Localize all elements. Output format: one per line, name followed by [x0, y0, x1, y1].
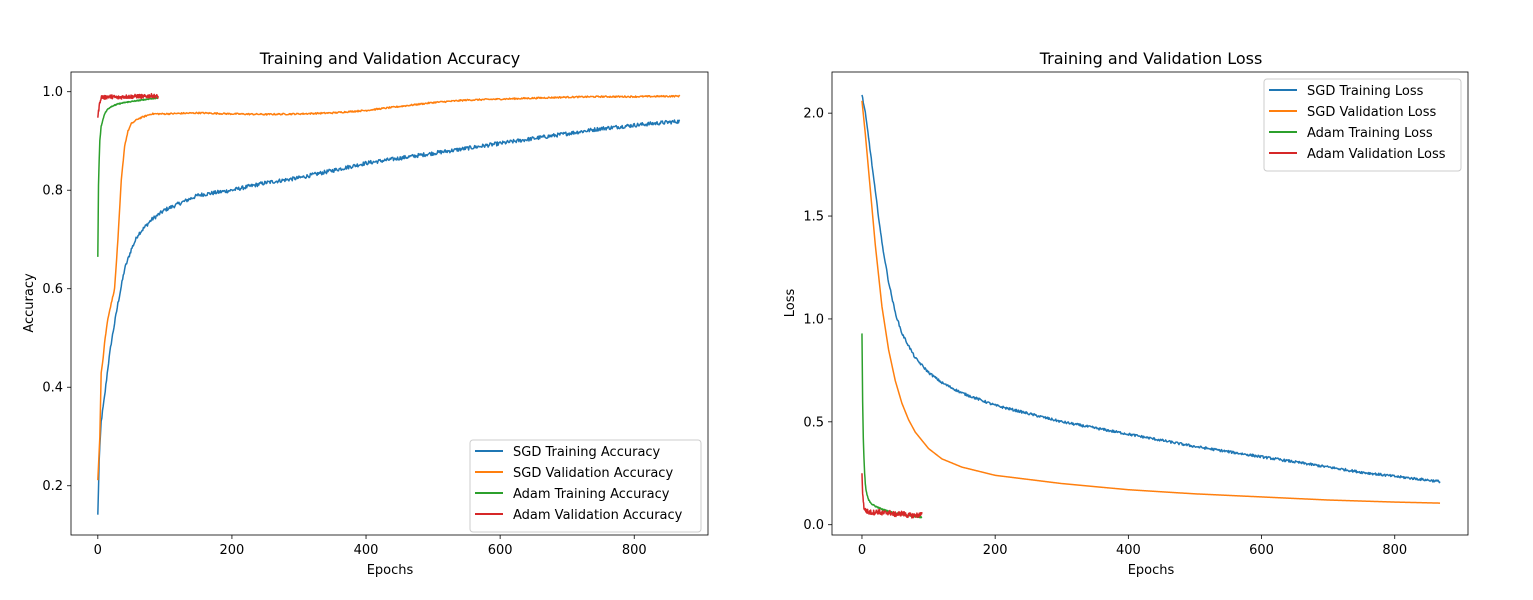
loss-legend-label: SGD Validation Loss — [1307, 105, 1437, 120]
loss-legend-label: Adam Training Loss — [1307, 126, 1433, 141]
loss-series-adam-validation-loss — [861, 473, 923, 519]
loss-series-adam-training-loss — [861, 333, 923, 519]
loss-x-tick-label: 200 — [983, 543, 1008, 558]
accuracy-series-adam-training-accuracy — [97, 96, 159, 257]
loss-y-axis-label: Loss — [783, 289, 798, 318]
accuracy-legend-label: Adam Validation Accuracy — [513, 508, 683, 523]
loss-series-sgd-validation-loss — [861, 100, 1441, 504]
accuracy-y-axis-label: Accuracy — [22, 273, 37, 333]
loss-y-tick-label: 2.0 — [803, 107, 824, 122]
loss-y-tick-label: 1.0 — [803, 312, 824, 327]
accuracy-legend-label: Adam Training Accuracy — [513, 487, 670, 502]
accuracy-x-axis-label: Epochs — [367, 563, 414, 578]
accuracy-y-tick-label: 0.4 — [42, 381, 63, 396]
loss-chart: Training and Validation Loss Epochs Loss… — [783, 49, 1469, 578]
accuracy-plot-frame — [70, 71, 709, 536]
loss-chart-title: Training and Validation Loss — [1039, 49, 1263, 68]
loss-y-tick-label: 0.5 — [803, 415, 824, 430]
loss-plot-frame — [831, 71, 1469, 536]
accuracy-x-tick-label: 600 — [488, 543, 513, 558]
loss-series-sgd-training-loss — [861, 94, 1441, 484]
accuracy-chart-title: Training and Validation Accuracy — [259, 49, 521, 68]
accuracy-y-tick-label: 0.8 — [42, 184, 63, 199]
accuracy-legend-label: SGD Validation Accuracy — [513, 466, 673, 481]
accuracy-x-tick-label: 200 — [220, 543, 245, 558]
loss-x-tick-label: 0 — [858, 543, 866, 558]
loss-y-tick-label: 1.5 — [803, 210, 824, 225]
accuracy-y-tick-label: 0.6 — [42, 282, 63, 297]
accuracy-legend-box — [469, 439, 702, 533]
accuracy-legend-label: SGD Training Accuracy — [513, 445, 661, 460]
accuracy-y-tick-label: 0.2 — [42, 479, 63, 494]
accuracy-series-sgd-training-accuracy — [97, 119, 681, 515]
loss-x-tick-label: 800 — [1382, 543, 1407, 558]
accuracy-x-tick-label: 0 — [94, 543, 102, 558]
loss-legend-label: SGD Training Loss — [1307, 84, 1424, 99]
accuracy-y-tick-label: 1.0 — [42, 85, 63, 100]
accuracy-chart: Training and Validation Accuracy Epochs … — [22, 49, 709, 578]
accuracy-series-sgd-validation-accuracy — [97, 94, 681, 481]
loss-legend-box — [1263, 78, 1462, 172]
accuracy-legend: SGD Training Accuracy SGD Validation Accu… — [469, 439, 702, 533]
loss-x-tick-label: 400 — [1116, 543, 1141, 558]
loss-x-axis-label: Epochs — [1128, 563, 1175, 578]
loss-legend-label: Adam Validation Loss — [1307, 147, 1446, 162]
accuracy-x-tick-label: 800 — [622, 543, 647, 558]
loss-y-tick-label: 0.0 — [803, 518, 824, 533]
loss-x-tick-label: 600 — [1249, 543, 1274, 558]
accuracy-series-adam-validation-accuracy — [97, 92, 159, 118]
loss-legend: SGD Training Loss SGD Validation Loss Adam… — [1263, 78, 1462, 172]
accuracy-x-tick-label: 400 — [354, 543, 379, 558]
